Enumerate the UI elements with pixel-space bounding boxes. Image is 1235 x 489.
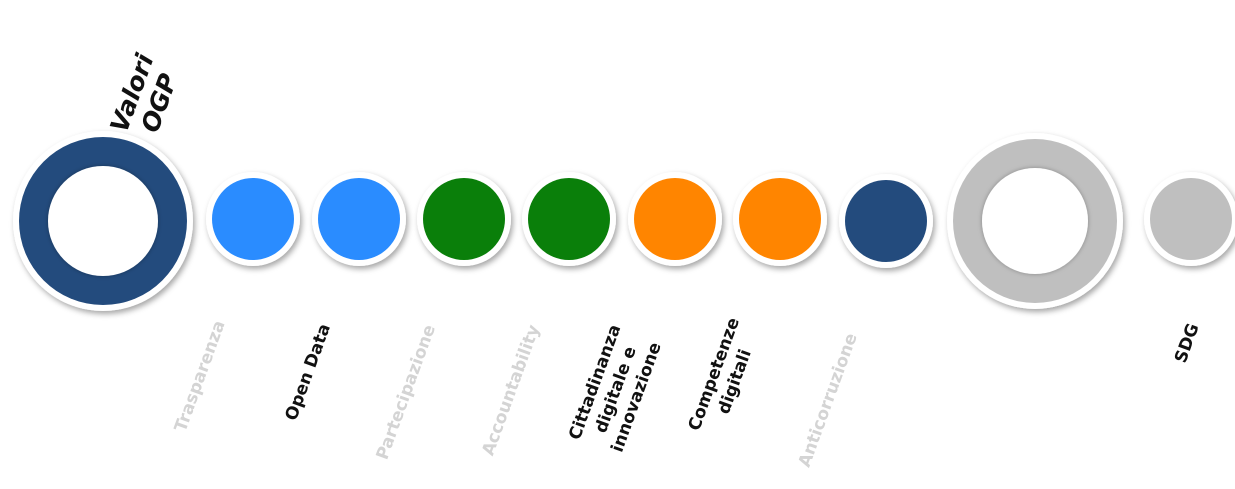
- node-trasparenza-dot: [212, 178, 294, 260]
- valori-ogp-ring-hole: [48, 166, 158, 276]
- node-cittadinanza-dot: [634, 178, 716, 260]
- label-accountability-line-1: Accountability: [478, 322, 544, 458]
- label-trasparenza: Trasparenza: [171, 318, 230, 435]
- label-cittadinanza: Cittadinanza digitale e innovazione: [565, 322, 666, 455]
- label-partecipazione-line-1: Partecipazione: [373, 322, 440, 462]
- node-partecipazione[interactable]: [417, 172, 511, 266]
- sdg-ring: [947, 133, 1123, 309]
- label-partecipazione: Partecipazione: [373, 322, 440, 462]
- node-anticorruzione-dot: [845, 180, 927, 262]
- node-competenze-dot: [739, 178, 821, 260]
- label-competenze: Competenze digitali: [685, 315, 756, 433]
- sdg-ring-hole: [982, 168, 1088, 274]
- node-open-data-dot: [318, 178, 400, 260]
- node-sdg-dot: [1150, 178, 1232, 260]
- node-cittadinanza[interactable]: [628, 172, 722, 266]
- label-sdg-line-1: SDG: [1171, 321, 1204, 366]
- label-trasparenza-line-1: Trasparenza: [171, 318, 230, 435]
- node-accountability-dot: [528, 178, 610, 260]
- label-open-data-line-1: Open Data: [282, 321, 335, 423]
- node-partecipazione-dot: [423, 178, 505, 260]
- title-valori-ogp: Valori OGP: [105, 50, 184, 137]
- node-trasparenza[interactable]: [206, 172, 300, 266]
- node-competenze[interactable]: [733, 172, 827, 266]
- valori-ogp-ring: [13, 131, 193, 311]
- label-open-data: Open Data: [282, 321, 335, 423]
- node-accountability[interactable]: [522, 172, 616, 266]
- node-open-data[interactable]: [312, 172, 406, 266]
- label-anticorruzione: Anticorruzione: [795, 331, 862, 470]
- node-sdg[interactable]: [1144, 172, 1235, 266]
- label-sdg: SDG: [1171, 321, 1204, 366]
- label-accountability: Accountability: [478, 322, 544, 458]
- label-anticorruzione-line-1: Anticorruzione: [795, 331, 862, 470]
- node-anticorruzione[interactable]: [839, 174, 933, 268]
